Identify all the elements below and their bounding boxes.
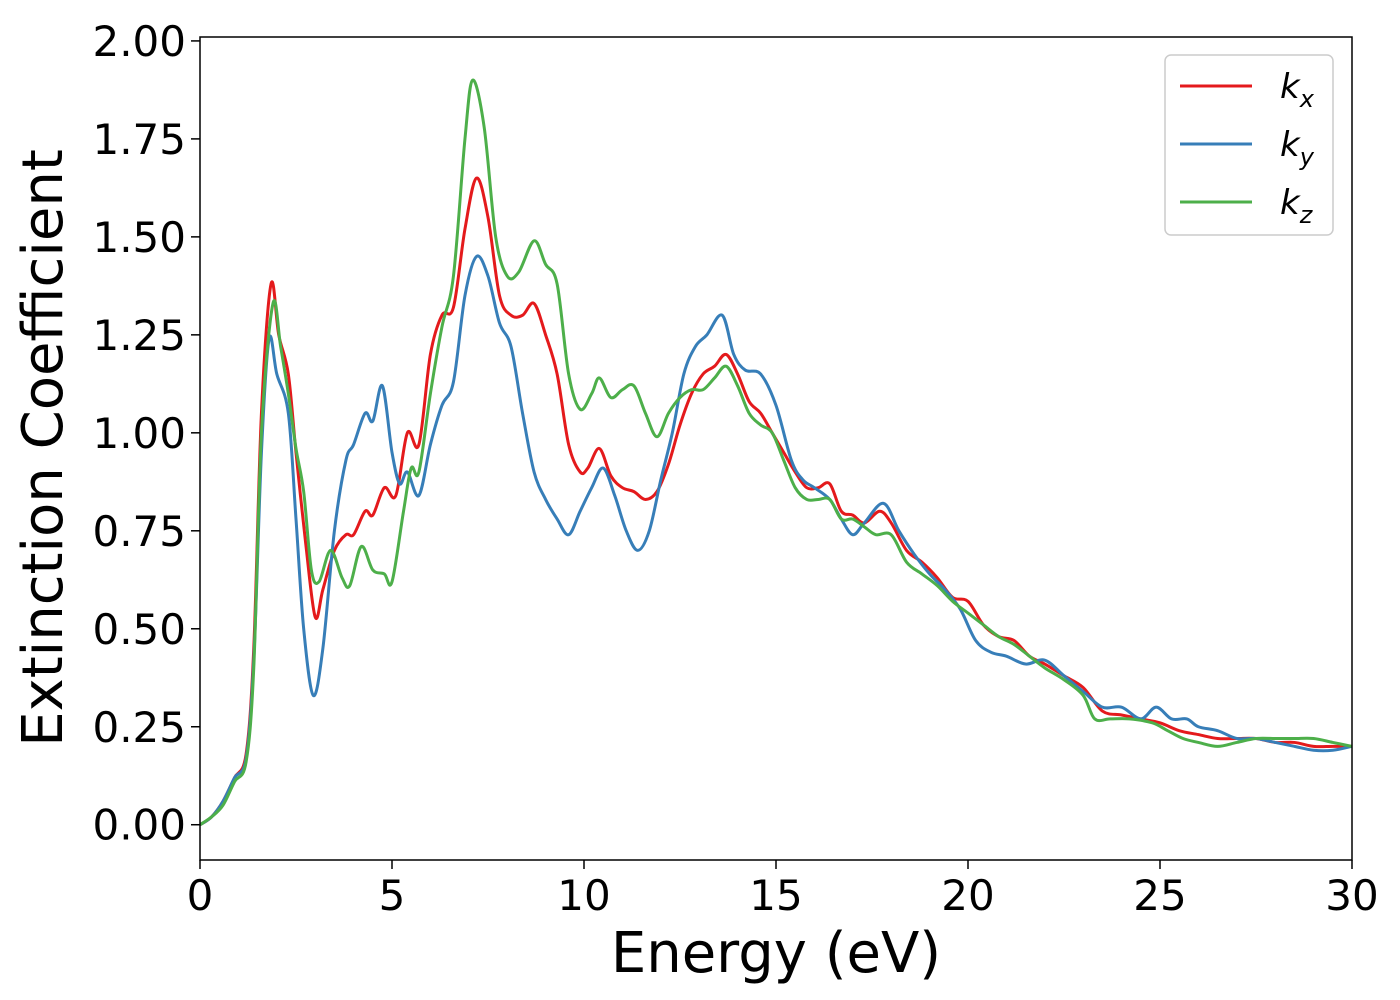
x-axis-title: Energy (eV) <box>611 921 941 986</box>
x-tick-label: 20 <box>941 871 994 920</box>
legend-label-kz: kz <box>1280 183 1314 229</box>
y-tick-label: 0.25 <box>92 703 186 752</box>
y-tick-label: 2.00 <box>92 17 186 66</box>
series-line-kx <box>200 176 1352 827</box>
x-tick-label: 30 <box>1325 871 1378 920</box>
x-tick-label: 15 <box>749 871 802 920</box>
x-tick-label: 25 <box>1133 871 1186 920</box>
y-tick-label: 1.50 <box>92 213 186 262</box>
y-tick-label: 0.50 <box>92 605 186 654</box>
legend: kx ky kz <box>1164 54 1334 236</box>
y-tick-label: 1.00 <box>92 409 186 458</box>
x-tick-label: 5 <box>379 871 406 920</box>
series-layer <box>200 78 1352 827</box>
series-line-kz <box>200 78 1352 826</box>
legend-label-ky: ky <box>1280 125 1315 171</box>
y-tick-label: 1.25 <box>92 311 186 360</box>
y-tick-label: 0.75 <box>92 507 186 556</box>
y-axis-ticks: 0.00 0.25 0.50 0.75 1.00 1.25 1.50 1.75 2.00 <box>92 17 200 850</box>
x-tick-label: 10 <box>557 871 610 920</box>
legend-label-kx: kx <box>1280 67 1315 113</box>
y-axis-title: Extinction Coefficient <box>11 149 76 747</box>
x-tick-label: 0 <box>187 871 214 920</box>
x-axis-ticks: 0 5 10 15 20 25 30 <box>187 860 1379 920</box>
y-tick-label: 1.75 <box>92 115 186 164</box>
series-line-ky <box>200 254 1352 827</box>
y-tick-label: 0.00 <box>92 801 186 850</box>
